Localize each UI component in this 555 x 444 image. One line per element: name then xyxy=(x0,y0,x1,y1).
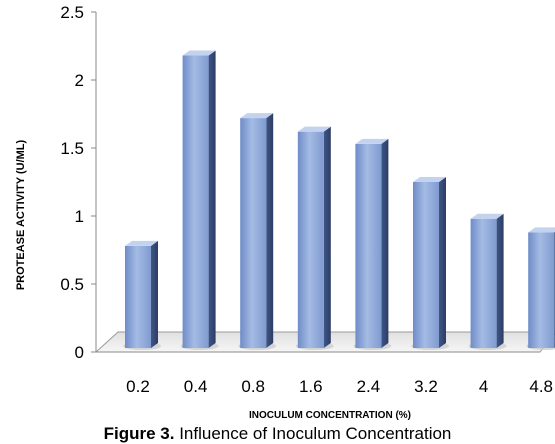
figure-caption-text: Influence of Inoculum Concentration xyxy=(174,424,452,443)
bar xyxy=(411,177,449,350)
bar-side xyxy=(323,126,331,349)
figure-caption-prefix: Figure 3. xyxy=(103,424,175,443)
y-tick-label: 1.5 xyxy=(60,139,84,158)
bar xyxy=(238,113,277,350)
y-tick-label: 2.5 xyxy=(60,3,84,22)
x-tick-label: 0.2 xyxy=(126,377,150,396)
y-tick-label: 2 xyxy=(75,71,84,90)
bars xyxy=(123,50,555,350)
figure-caption: Figure 3. Influence of Inoculum Concentr… xyxy=(0,424,555,444)
bar-side xyxy=(266,113,274,348)
bar-top xyxy=(240,113,274,119)
y-tick-label: 1 xyxy=(75,207,84,226)
bar-side xyxy=(439,177,446,348)
bar-top xyxy=(528,227,555,233)
bar-top xyxy=(355,138,389,144)
bar-top xyxy=(182,50,216,56)
bar-side xyxy=(381,138,389,348)
bar xyxy=(353,138,392,350)
bar-top xyxy=(470,213,504,219)
bar-front xyxy=(125,245,151,348)
x-tick-label: 4.8 xyxy=(529,377,553,396)
bar xyxy=(180,50,219,350)
bar xyxy=(526,227,555,350)
bar-front xyxy=(413,182,439,348)
bar-side xyxy=(496,213,504,348)
bar xyxy=(468,213,507,350)
bar xyxy=(123,240,161,350)
x-tick-label: 0.8 xyxy=(241,377,265,396)
bar-side xyxy=(151,240,158,348)
bar-front xyxy=(528,232,555,348)
y-tick-label: 0 xyxy=(75,343,84,362)
y-axis-title: PROTEASE ACTIVITY (U/ML) xyxy=(15,139,27,290)
bar-front xyxy=(355,143,382,348)
x-tick-label: 3.2 xyxy=(414,377,438,396)
x-axis-title: INOCULUM CONCENTRATION (%) xyxy=(249,410,411,421)
bar-top xyxy=(413,177,446,182)
bar-front xyxy=(470,218,497,348)
x-tick-label: 4 xyxy=(479,377,488,396)
x-tick-label: 0.4 xyxy=(184,377,208,396)
bar-top xyxy=(125,240,158,246)
x-tick-label: 1.6 xyxy=(299,377,323,396)
x-axis-tick-labels: 0.2 0.4 0.8 1.6 2.4 3.2 4 4.8 xyxy=(126,377,553,396)
bar-side xyxy=(208,50,216,349)
x-tick-label: 2.4 xyxy=(357,377,381,396)
y-axis: 0 0.5 1 1.5 2 2.5 xyxy=(60,3,97,362)
bar xyxy=(295,126,334,350)
bar-top xyxy=(297,126,331,132)
bar-front xyxy=(297,131,324,348)
bar-front xyxy=(182,55,209,349)
bar-front xyxy=(240,118,267,348)
y-tick-label: 0.5 xyxy=(60,275,84,294)
